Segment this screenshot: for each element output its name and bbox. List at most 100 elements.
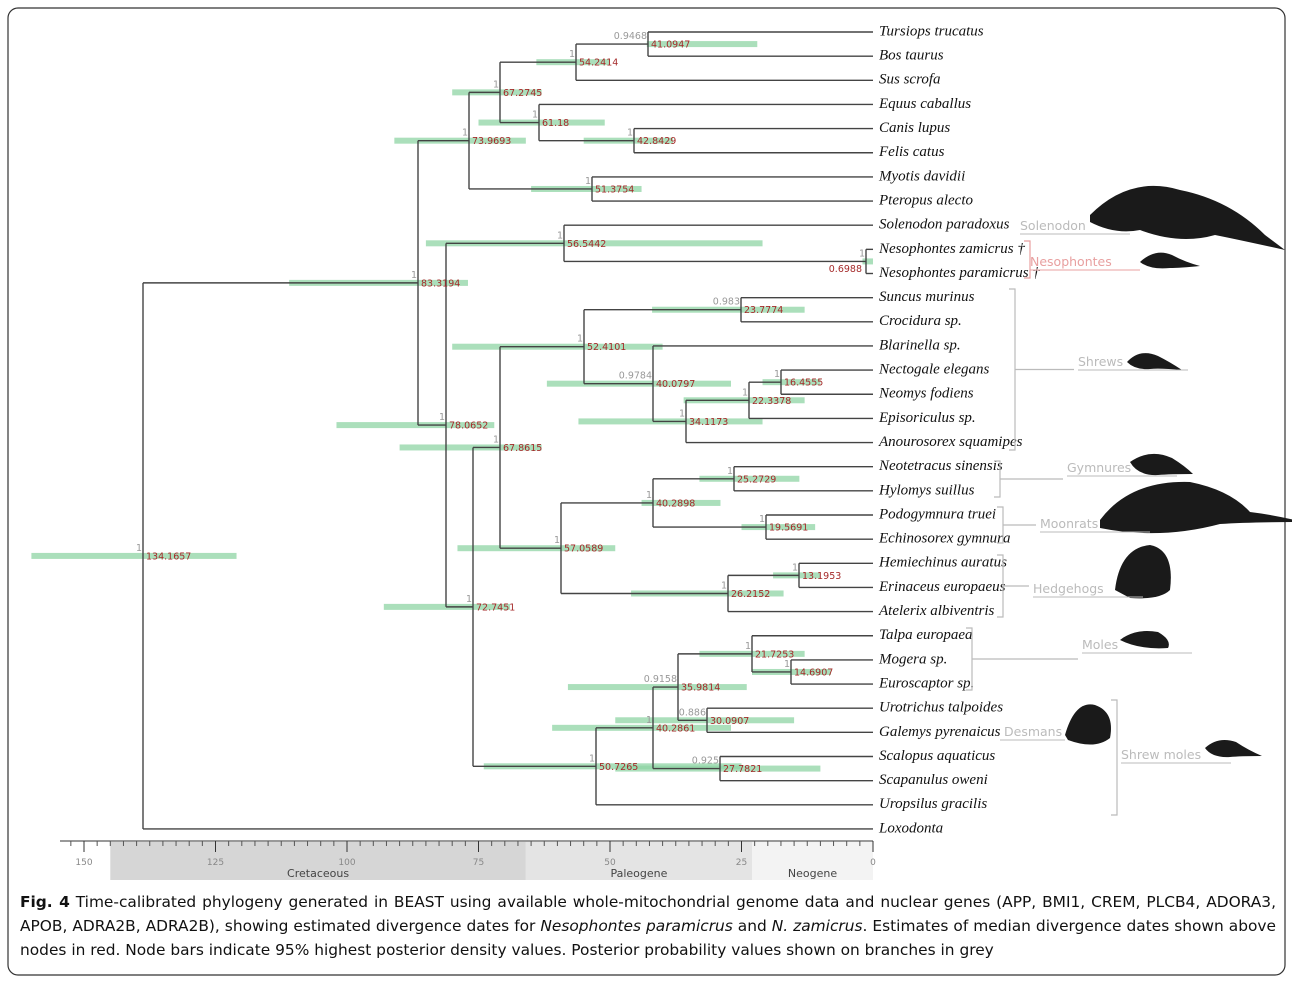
caption-label: Fig. 4 <box>20 893 70 911</box>
node-age: 14.6907 <box>794 667 833 678</box>
desman-icon <box>1065 704 1111 744</box>
node-age: 19.5691 <box>769 523 808 534</box>
hpd-bars <box>31 41 873 772</box>
clade-label: Shrew moles <box>1121 747 1201 762</box>
posterior: 1 <box>462 128 468 139</box>
posterior: 0.983 <box>713 297 740 308</box>
taxon: Blarinella sp. <box>879 337 961 353</box>
posterior: 1 <box>569 49 575 60</box>
solenodon-icon <box>1090 186 1285 250</box>
node-age: 50.7265 <box>599 762 638 773</box>
posterior: 1 <box>136 543 142 554</box>
node-age: 40.2861 <box>656 723 695 734</box>
taxon: Scapanulus oweni <box>879 772 988 788</box>
clade-label: Hedgehogs <box>1033 581 1104 596</box>
node-age: 134.1657 <box>146 551 191 562</box>
node-age: 73.9693 <box>472 136 511 147</box>
posterior: 1 <box>774 369 780 380</box>
taxon: Bos taurus <box>879 48 944 64</box>
posterior: 1 <box>646 715 652 726</box>
posterior: 1 <box>784 659 790 670</box>
taxon: Neomys fodiens <box>878 386 974 402</box>
posterior: 0.9468 <box>614 31 647 42</box>
page: {"tree":{ "leaves":["Tursiops trucatus",… <box>0 0 1292 981</box>
node-age: 25.2729 <box>737 474 776 485</box>
taxon: Nesophontes paramicrus † <box>878 265 1040 281</box>
taxon: Atelerix albiventris <box>878 603 995 619</box>
clade-label: Moonrats <box>1040 516 1098 531</box>
taxon: Pteropus alecto <box>878 192 974 208</box>
clade-label: Shrews <box>1078 354 1123 369</box>
figure: CretaceousPaleogeneNeogene15012510075502… <box>0 0 1292 981</box>
node-age: 78.0652 <box>449 421 488 432</box>
taxon: Euroscaptor sp. <box>878 675 974 691</box>
clade-bracket <box>994 461 1063 497</box>
mole-icon <box>1120 631 1169 648</box>
x-tick-label: 0 <box>870 858 876 868</box>
clade-label: Moles <box>1082 637 1118 652</box>
shrew-icon <box>1127 353 1182 370</box>
posterior: 1 <box>589 753 595 764</box>
taxon: Nectogale elegans <box>878 362 990 378</box>
posterior: 1 <box>577 334 583 345</box>
caption-species: Nesophontes paramicrus <box>540 917 732 935</box>
x-tick-label: 25 <box>736 858 747 868</box>
taxon: Urotrichus talpoides <box>879 700 1003 716</box>
gymnure-icon <box>1130 454 1193 475</box>
posterior: 1 <box>721 580 727 591</box>
node-age: 35.9814 <box>681 683 720 694</box>
node-age: 72.7451 <box>476 602 515 613</box>
posterior: 1 <box>646 490 652 501</box>
x-tick-label: 75 <box>473 858 484 868</box>
hedgehog-icon <box>1115 545 1171 598</box>
taxon: Erinaceus europaeus <box>878 579 1006 595</box>
node-age: 52.4101 <box>587 342 626 353</box>
posterior: 0.9784 <box>619 371 652 382</box>
taxon: Echinosorex gymnura <box>878 531 1011 547</box>
posterior: 0.9158 <box>644 674 677 685</box>
shrew-mole-icon <box>1205 740 1262 757</box>
taxon: Anourosorex squamipes <box>878 434 1023 450</box>
moonrat-icon <box>1100 482 1292 533</box>
taxon: Sus scrofa <box>879 72 941 88</box>
x-tick-label: 100 <box>338 858 355 868</box>
clade-bracket <box>966 628 1078 690</box>
node-age: 30.0907 <box>710 716 749 727</box>
posterior: 1 <box>792 562 798 573</box>
posterior: 1 <box>679 408 685 419</box>
node-age: 41.0947 <box>651 40 690 51</box>
node-age: 16.4555 <box>784 378 823 389</box>
taxon: Nesophontes zamicrus † <box>878 241 1025 257</box>
node-age: 51.3754 <box>595 184 634 195</box>
posterior: 1 <box>585 176 591 187</box>
node-age: 26.2152 <box>731 589 770 600</box>
taxon: Galemys pyrenaicus <box>879 724 1001 740</box>
taxon: Scalopus aquaticus <box>879 748 995 764</box>
caption-species: N. zamicrus <box>772 917 863 935</box>
node-age: 56.5442 <box>567 239 606 250</box>
posterior: 1 <box>557 230 563 241</box>
node-age: 54.2414 <box>579 58 618 69</box>
node-age: 23.7774 <box>744 305 783 316</box>
node-age: 21.7253 <box>755 649 794 660</box>
clade-bracket <box>997 507 1036 543</box>
node-age: 67.8615 <box>503 443 542 454</box>
taxon: Myotis davidii <box>878 168 965 184</box>
node-age: 40.0797 <box>656 379 695 390</box>
posterior: 1 <box>439 412 445 423</box>
node-age: 57.0589 <box>564 544 603 555</box>
posterior: 1 <box>554 535 560 546</box>
node-age: 40.2898 <box>656 498 695 509</box>
taxon: Suncus murinus <box>879 289 975 305</box>
node-age: 27.7821 <box>723 764 762 775</box>
clade-bracket <box>1009 289 1074 450</box>
posterior: 1 <box>859 248 865 259</box>
taxon: Tursiops trucatus <box>879 23 984 39</box>
taxon: Mogera sp. <box>878 651 947 667</box>
clade-label: Nesophontes <box>1030 254 1112 269</box>
posterior: 1 <box>742 387 748 398</box>
taxon: Solenodon paradoxus <box>879 217 1010 233</box>
posterior: 1 <box>411 270 417 281</box>
clade-label: Solenodon <box>1020 218 1086 233</box>
nesophontes-icon <box>1140 253 1200 269</box>
